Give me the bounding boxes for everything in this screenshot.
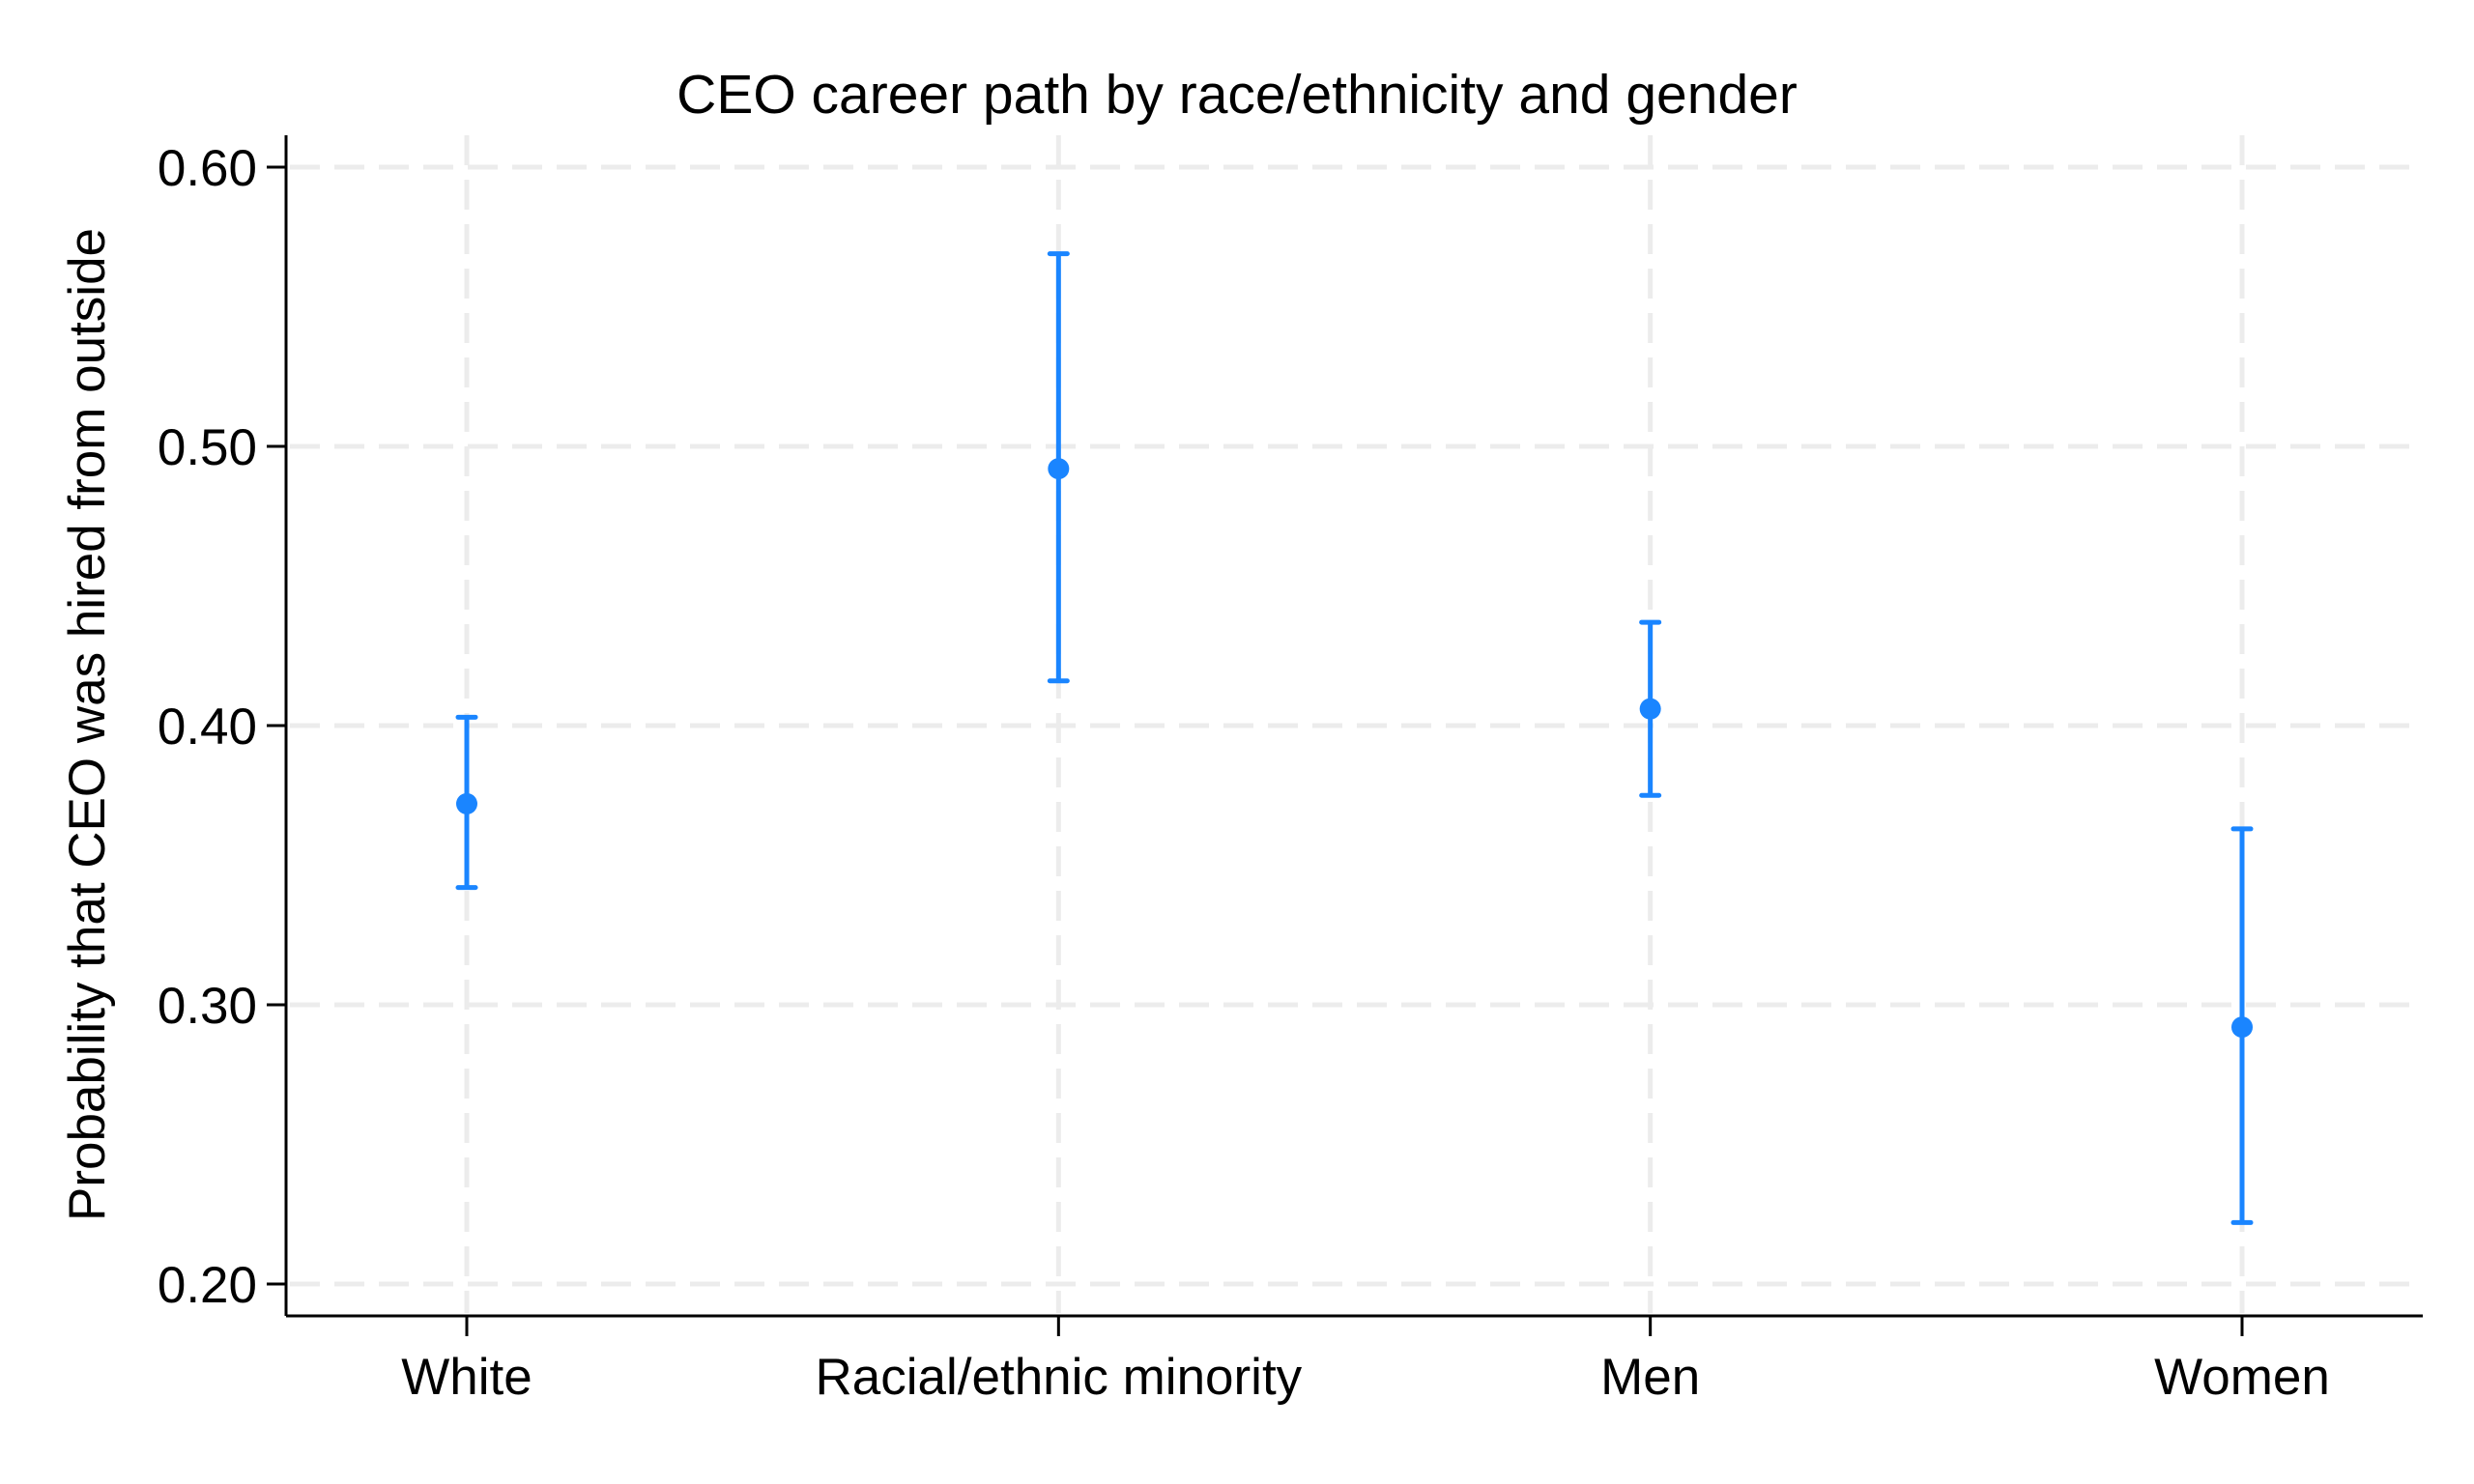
data-point-group	[1639, 619, 1662, 798]
y-tick-label: 0.30	[158, 978, 257, 1035]
y-axis-label: Probability that CEO was hired from outs…	[59, 228, 116, 1221]
point-marker	[456, 792, 477, 814]
y-tick-label: 0.40	[158, 699, 257, 756]
y-axis-ticks: 0.20 0.30 0.40 0.50 0.60	[158, 140, 286, 1314]
point-marker	[2231, 1016, 2253, 1039]
data-point-group	[455, 714, 478, 891]
chart-title: CEO career path by race/ethnicity and ge…	[676, 64, 1798, 126]
y-tick-label: 0.60	[158, 140, 257, 197]
y-tick-label: 0.20	[158, 1257, 257, 1314]
x-tick-label: Women	[2154, 1349, 2330, 1406]
vertical-gridlines	[464, 135, 2245, 1313]
point-marker	[1639, 698, 1661, 720]
x-tick-label: Racial/ethnic minority	[815, 1349, 1302, 1406]
y-tick-label: 0.50	[158, 419, 257, 476]
x-tick-label: Men	[1600, 1349, 1700, 1406]
point-marker	[1048, 458, 1070, 480]
data-series	[455, 251, 2254, 1225]
horizontal-gridlines	[290, 164, 2409, 1287]
data-point-group	[1047, 251, 1070, 684]
x-axis-ticks: White Racial/ethnic minority Men Women	[401, 1316, 2330, 1406]
x-tick-label: White	[401, 1349, 532, 1406]
data-point-group	[2230, 826, 2254, 1225]
